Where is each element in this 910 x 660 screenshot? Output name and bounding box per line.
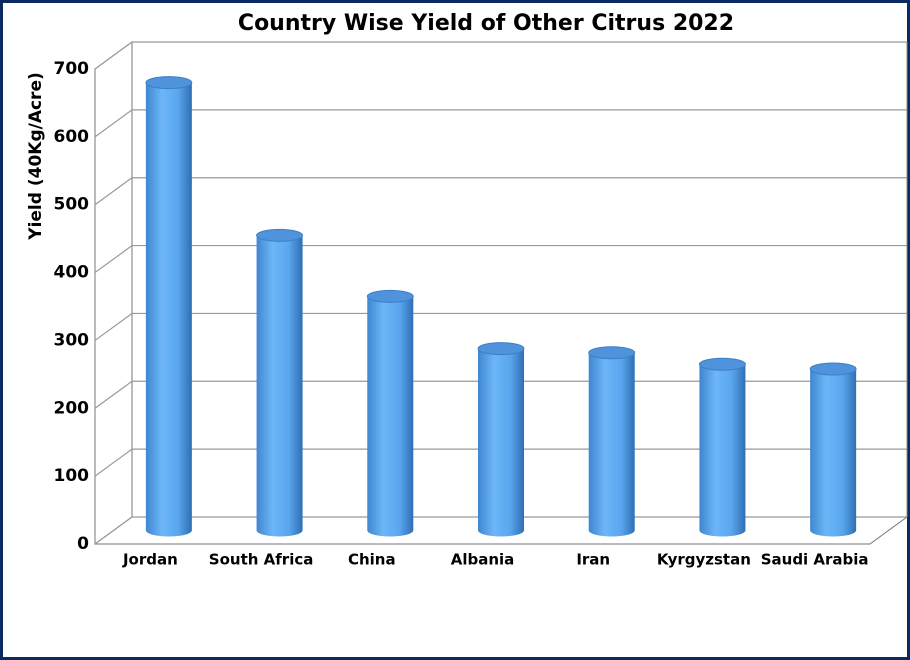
grid-line	[94, 448, 907, 477]
y-axis-label: Yield (40Kg/Acre)	[26, 72, 46, 240]
grid-line	[94, 244, 907, 274]
grid-line	[94, 109, 907, 138]
x-tick-label: Saudi Arabia	[761, 551, 869, 569]
grid-line	[94, 177, 907, 206]
bar	[366, 289, 414, 537]
bar	[145, 76, 193, 537]
x-tick-label: China	[348, 551, 396, 569]
x-tick-label: Albania	[451, 551, 515, 569]
grid-line	[94, 380, 907, 409]
y-tick-label: 200	[54, 398, 90, 418]
bar-body	[367, 296, 414, 537]
x-tick-label: Iran	[576, 551, 610, 569]
x-tick-label: South Africa	[209, 551, 314, 569]
y-tick-label: 500	[54, 195, 90, 215]
bar-body	[810, 369, 857, 537]
y-tick-label: 400	[54, 263, 90, 283]
floor	[95, 516, 908, 545]
grid-line	[94, 41, 907, 70]
bar-top	[256, 228, 304, 242]
bar	[588, 346, 636, 537]
chart-title: Country Wise Yield of Other Citrus 2022	[238, 11, 734, 36]
bar-body	[256, 235, 303, 537]
bar-top	[477, 342, 525, 356]
plot-area: 0 100 200 300 400 500 600 700 Jordan South Africa…	[54, 41, 908, 569]
bar-top	[366, 289, 414, 303]
bar-body	[588, 352, 635, 537]
y-tick-label: 700	[54, 59, 90, 79]
bar	[698, 357, 746, 537]
bar	[809, 362, 857, 537]
y-tick-label: 300	[54, 330, 90, 350]
bar-body	[145, 82, 192, 537]
x-tick-label: Jordan	[122, 551, 178, 569]
x-tick-label: Kyrgyzstan	[657, 551, 751, 569]
y-tick-label: 100	[54, 466, 90, 486]
grid-line	[94, 312, 907, 341]
bar-top	[588, 346, 636, 360]
bar-body	[478, 348, 524, 537]
bar-body	[699, 364, 746, 537]
bar	[477, 342, 525, 537]
grid-line	[94, 516, 907, 545]
bar-top	[698, 357, 746, 371]
bar	[256, 228, 304, 537]
bar-top	[809, 362, 857, 376]
y-tick-label: 600	[54, 127, 90, 147]
y-tick-label: 0	[77, 534, 89, 554]
bar-top	[145, 76, 193, 90]
